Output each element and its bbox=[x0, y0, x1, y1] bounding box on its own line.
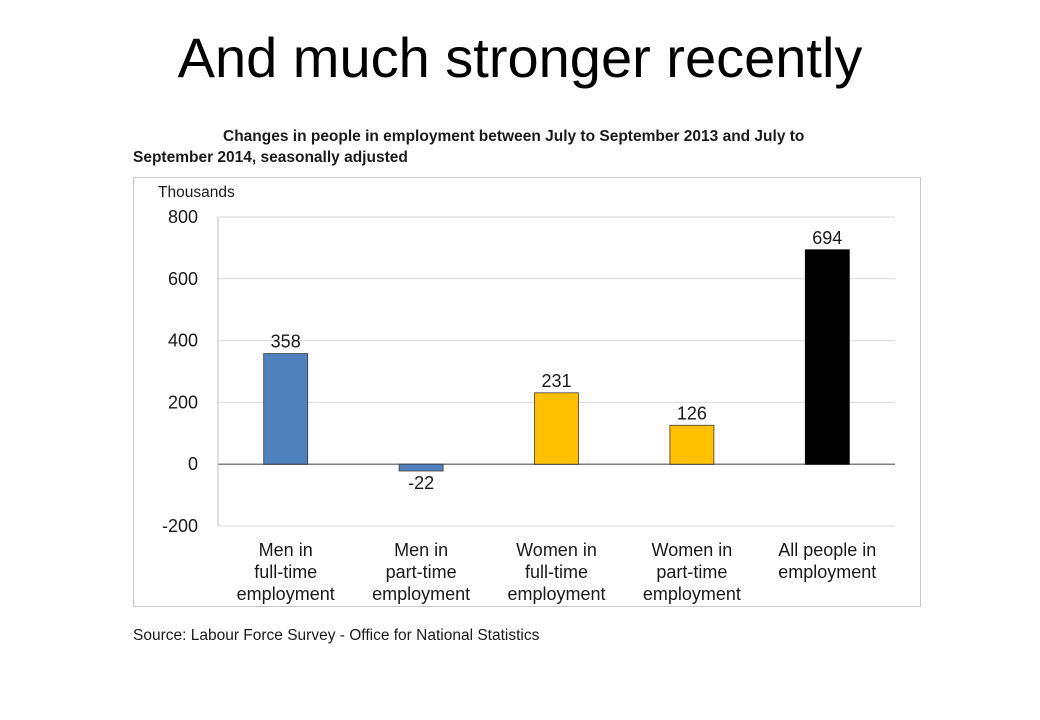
bar bbox=[534, 392, 579, 465]
x-tick-label: Men in full-time employment bbox=[237, 540, 335, 604]
y-tick-label: 400 bbox=[168, 331, 198, 351]
x-tick-label: Women in full-time employment bbox=[507, 540, 605, 604]
chart-title-line-1: Changes in people in employment between … bbox=[223, 128, 805, 145]
bar bbox=[263, 353, 309, 465]
y-tick-label: -200 bbox=[162, 516, 198, 536]
x-tick-label: All people in employment bbox=[778, 540, 876, 582]
chart-title: Changes in people in employment between … bbox=[133, 126, 933, 168]
y-axis-ticks: 800 600 400 200 0 -200 bbox=[162, 207, 198, 536]
x-tick-label: Women in part-time employment bbox=[643, 540, 741, 604]
x-axis-labels: Men in full-time employment Men in part-time… bbox=[237, 540, 877, 604]
bars bbox=[263, 249, 850, 472]
data-label: 126 bbox=[677, 403, 707, 423]
y-tick-label: 0 bbox=[188, 454, 198, 474]
y-axis-label: Thousands bbox=[158, 184, 235, 201]
data-label: -22 bbox=[408, 473, 434, 493]
slide-title: And much stronger recently bbox=[177, 26, 863, 89]
y-tick-label: 200 bbox=[168, 392, 198, 412]
x-tick-label: Men in part-time employment bbox=[372, 540, 470, 604]
data-label: 231 bbox=[541, 371, 571, 391]
chart-frame bbox=[133, 177, 921, 607]
bar bbox=[804, 249, 850, 465]
source-note: Source: Labour Force Survey - Office for… bbox=[133, 627, 540, 644]
bar bbox=[669, 424, 715, 465]
data-label: 358 bbox=[271, 332, 301, 352]
data-labels: 358 -22 231 126 694 bbox=[271, 228, 843, 493]
data-label: 694 bbox=[812, 228, 842, 248]
y-tick-label: 600 bbox=[168, 269, 198, 289]
chart-title-line-2: September 2014, seasonally adjusted bbox=[133, 149, 408, 166]
bar bbox=[398, 463, 444, 472]
y-tick-label: 800 bbox=[168, 207, 198, 227]
